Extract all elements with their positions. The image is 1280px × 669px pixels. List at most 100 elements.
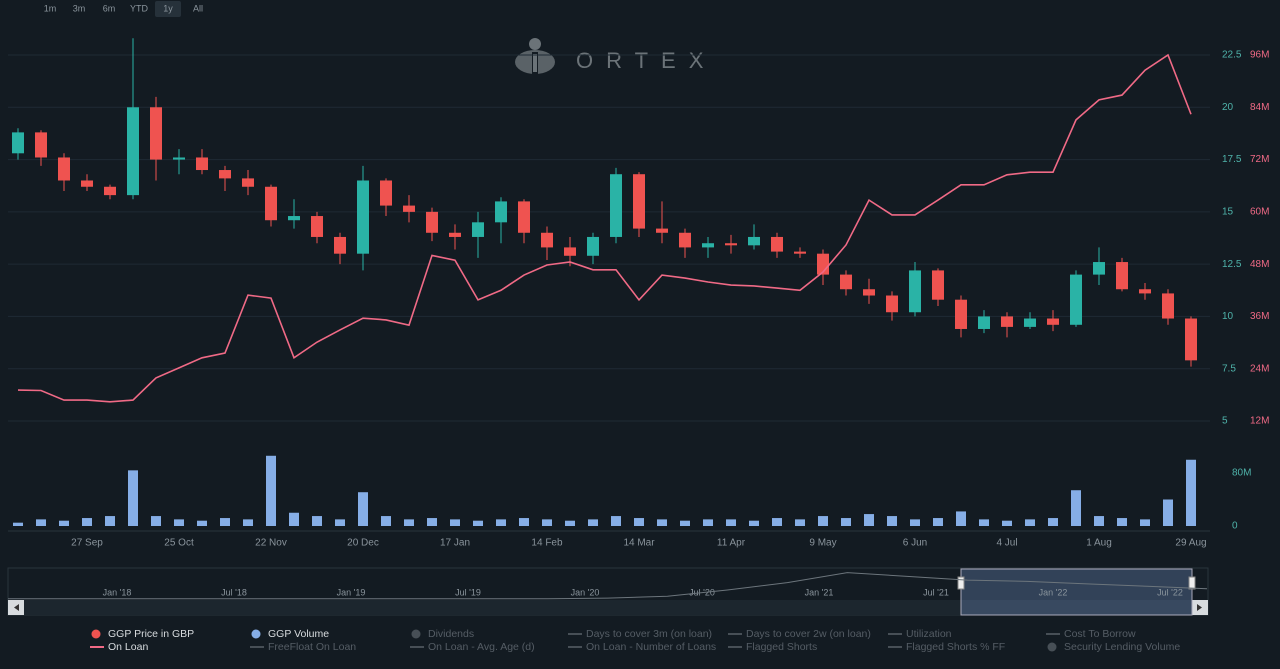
navigator-selection[interactable] [960, 568, 1193, 616]
candle-body [1139, 289, 1151, 294]
x-tick-label: 11 Apr [717, 538, 746, 549]
y2-tick-label: 48M [1250, 259, 1269, 270]
candle-body [610, 174, 622, 237]
y2-tick-label: 84M [1250, 102, 1269, 113]
candle-body [840, 274, 852, 290]
volume-bar [542, 519, 552, 526]
y-tick-label: 12.5 [1222, 259, 1242, 270]
candle-body [380, 180, 392, 206]
volume-bar [772, 518, 782, 526]
legend-label[interactable]: FreeFloat On Loan [268, 641, 356, 653]
candle-body [518, 201, 530, 233]
candle-body [426, 211, 438, 233]
y-tick-label: 7.5 [1222, 363, 1236, 374]
volume-bar [818, 516, 828, 526]
volume-bar [1094, 516, 1104, 526]
volume-bar [611, 516, 621, 526]
nav-handle[interactable] [1188, 576, 1196, 590]
range-button[interactable]: 1y [163, 3, 173, 13]
candle-body [127, 107, 139, 196]
candle-body [150, 107, 162, 160]
candle-body [242, 178, 254, 187]
x-tick-label: 22 Nov [255, 538, 287, 549]
navigator-label: Jul '18 [221, 587, 247, 597]
candle-body [173, 157, 185, 160]
y-tick-label: 15 [1222, 206, 1234, 217]
legend-label[interactable]: Cost To Borrow [1064, 628, 1136, 640]
x-tick-label: 27 Sep [71, 538, 103, 549]
navigator-label: Jan '20 [571, 587, 600, 597]
candle-body [932, 270, 944, 300]
y2-tick-label: 96M [1250, 50, 1269, 61]
volume-bar [427, 518, 437, 526]
legend-marker[interactable] [1047, 642, 1057, 652]
candle-body [909, 270, 921, 313]
volume-bar [243, 519, 253, 526]
navigator-label: Jan '22 [1039, 587, 1068, 597]
range-button[interactable]: All [193, 3, 203, 13]
volume-bar [1048, 518, 1058, 526]
candle-body [196, 157, 208, 171]
legend-label[interactable]: Flagged Shorts [746, 641, 817, 653]
candle-body [886, 295, 898, 313]
range-button-bg[interactable] [155, 1, 181, 17]
volume-bar [312, 516, 322, 526]
legend-marker[interactable] [411, 629, 421, 639]
volume-bar [450, 519, 460, 526]
navigator-label: Jul '21 [923, 587, 949, 597]
candle-body [58, 157, 70, 181]
legend-marker[interactable] [91, 629, 101, 639]
candle-body [449, 232, 461, 237]
candle-body [357, 180, 369, 254]
legend-label[interactable]: Security Lending Volume [1064, 641, 1180, 653]
navigator-line [8, 572, 1208, 600]
navigator-label: Jan '18 [103, 587, 132, 597]
candle-body [702, 243, 714, 248]
candle-body [104, 186, 116, 196]
legend-label[interactable]: Days to cover 3m (on loan) [586, 628, 712, 640]
volume-bar [1025, 519, 1035, 526]
volume-bar [174, 519, 184, 526]
range-button[interactable]: 3m [73, 3, 86, 13]
volume-bar [404, 519, 414, 526]
x-tick-label: 4 Jul [996, 538, 1017, 549]
volume-bar [634, 518, 644, 526]
x-tick-label: 25 Oct [164, 538, 194, 549]
legend-label[interactable]: GGP Volume [268, 628, 329, 640]
y-tick-label: 10 [1222, 311, 1234, 322]
candle-body [81, 180, 93, 187]
nav-handle[interactable] [957, 576, 965, 590]
legend-label[interactable]: On Loan - Number of Loans [586, 641, 716, 653]
scrollbar[interactable] [8, 600, 1208, 615]
candle-body [1162, 293, 1174, 319]
range-button[interactable]: 1m [44, 3, 57, 13]
x-tick-label: 9 May [809, 538, 836, 549]
volume-bar [703, 519, 713, 526]
candle-body [633, 174, 645, 229]
y-tick-label: 5 [1222, 416, 1228, 427]
legend-label[interactable]: Flagged Shorts % FF [906, 641, 1005, 653]
candle-body [1047, 318, 1059, 325]
volume-bar [473, 520, 483, 526]
y2-tick-label: 36M [1250, 311, 1269, 322]
legend-label[interactable]: On Loan - Avg. Age (d) [428, 641, 535, 653]
legend-label[interactable]: GGP Price in GBP [108, 628, 194, 640]
legend-label[interactable]: Utilization [906, 628, 952, 640]
y2-tick-label: 60M [1250, 206, 1269, 217]
x-tick-label: 17 Jan [440, 538, 470, 549]
candle-body [311, 216, 323, 237]
legend-label[interactable]: On Loan [108, 641, 148, 653]
candle-body [1116, 262, 1128, 290]
candle-body [955, 299, 967, 329]
volume-bar [795, 519, 805, 526]
volume-bar [496, 519, 506, 526]
range-button[interactable]: 6m [103, 3, 116, 13]
legend-marker[interactable] [251, 629, 261, 639]
range-button[interactable]: YTD [130, 3, 149, 13]
legend-label[interactable]: Days to cover 2w (on loan) [746, 628, 871, 640]
candle-body [725, 243, 737, 246]
legend-label[interactable]: Dividends [428, 628, 474, 640]
y-tick-label: 20 [1222, 102, 1234, 113]
candle-body [1185, 318, 1197, 361]
